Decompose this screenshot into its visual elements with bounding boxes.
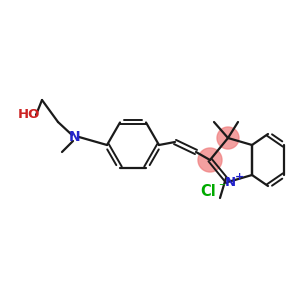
Text: Cl: Cl	[200, 184, 216, 200]
Text: +: +	[234, 172, 244, 182]
Text: HO: HO	[18, 109, 40, 122]
Text: N: N	[69, 130, 81, 144]
Circle shape	[217, 127, 239, 149]
Text: ⁻: ⁻	[218, 182, 225, 194]
Circle shape	[198, 148, 222, 172]
Text: N: N	[224, 176, 236, 188]
